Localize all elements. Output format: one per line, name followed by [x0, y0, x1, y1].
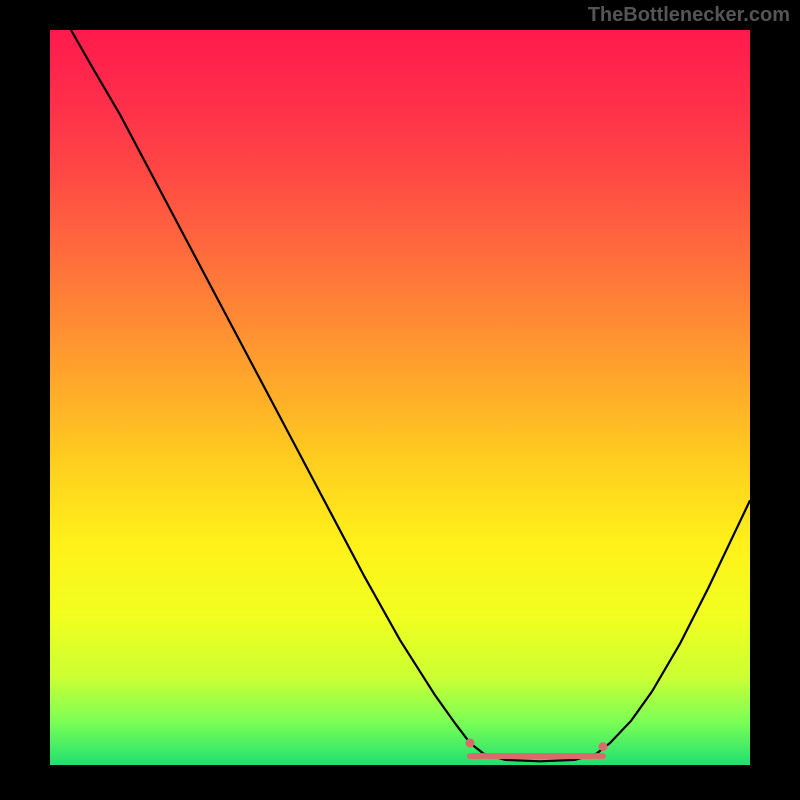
chart-frame: TheBottlenecker.com [0, 0, 800, 800]
bottleneck-curve-chart [50, 30, 750, 765]
optimal-range-marker [599, 742, 608, 751]
plot-area [50, 30, 750, 765]
optimal-range-marker [466, 738, 475, 747]
gradient-background [50, 30, 750, 765]
watermark-text: TheBottlenecker.com [588, 4, 790, 27]
